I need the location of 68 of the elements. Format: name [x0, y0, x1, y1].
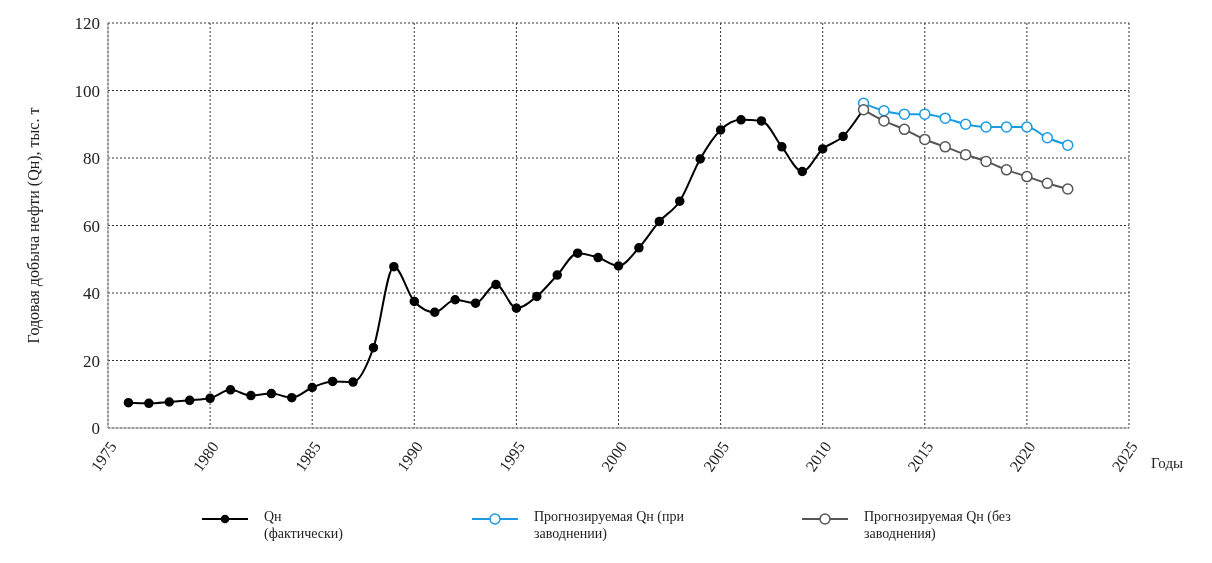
- point: [736, 115, 746, 125]
- point: [593, 252, 603, 263]
- point: [898, 123, 911, 136]
- point: [266, 388, 277, 399]
- point: [409, 296, 420, 307]
- point: [756, 116, 767, 126]
- point: [184, 395, 195, 406]
- point: [1000, 164, 1013, 176]
- point: [389, 261, 399, 272]
- point: [654, 216, 665, 227]
- point: [959, 118, 972, 130]
- point: [1061, 139, 1074, 151]
- point: [980, 155, 992, 168]
- y-tick-label: 60: [83, 216, 100, 236]
- point: [450, 295, 460, 305]
- point: [552, 270, 562, 280]
- y-tick-label: 20: [83, 351, 100, 371]
- point: [695, 154, 705, 164]
- y-tick-label: 80: [83, 149, 100, 169]
- point: [1041, 132, 1054, 144]
- legend-label: Прогнозируемая Qн (без заводнения): [864, 508, 1012, 542]
- point: [797, 166, 808, 177]
- x-axis-title: Годы: [1151, 455, 1184, 471]
- y-tick-label: 0: [91, 419, 100, 439]
- point: [368, 342, 379, 353]
- point: [246, 390, 256, 401]
- point: [144, 398, 154, 409]
- legend-label: Qн (фактически): [264, 508, 344, 542]
- point: [919, 133, 931, 146]
- point: [634, 243, 644, 253]
- point: [327, 376, 338, 387]
- point: [939, 141, 951, 153]
- point: [675, 196, 685, 206]
- point: [939, 112, 951, 124]
- point: [429, 307, 440, 317]
- point: [898, 108, 911, 120]
- point: [491, 279, 501, 290]
- y-tick-label: 40: [83, 284, 100, 304]
- legend-label: Прогнозируемая Qн (при заводнении): [534, 508, 685, 542]
- point: [287, 392, 297, 403]
- point: [123, 397, 134, 408]
- point: [164, 397, 175, 407]
- point: [878, 105, 890, 117]
- point: [919, 108, 931, 120]
- point: [307, 382, 317, 393]
- point: [838, 131, 848, 142]
- point: [817, 144, 828, 154]
- point: [1061, 183, 1074, 195]
- point: [1021, 121, 1033, 133]
- point: [959, 148, 972, 161]
- point: [980, 121, 992, 133]
- point: [1000, 121, 1013, 133]
- point: [511, 303, 522, 313]
- point: [225, 385, 236, 395]
- y-tick-label: 100: [74, 81, 100, 101]
- point: [572, 248, 583, 258]
- point: [532, 291, 542, 302]
- point: [205, 393, 215, 404]
- point: [878, 115, 890, 127]
- point: [1021, 170, 1033, 183]
- point: [470, 298, 481, 308]
- y-tick-label: 120: [74, 14, 100, 34]
- point: [348, 377, 358, 387]
- y-axis-title: Годовая добыча нефти (Qн), тыс. т: [24, 107, 43, 344]
- point: [715, 125, 726, 135]
- point: [1041, 177, 1054, 190]
- point: [777, 142, 787, 152]
- point: [613, 261, 624, 271]
